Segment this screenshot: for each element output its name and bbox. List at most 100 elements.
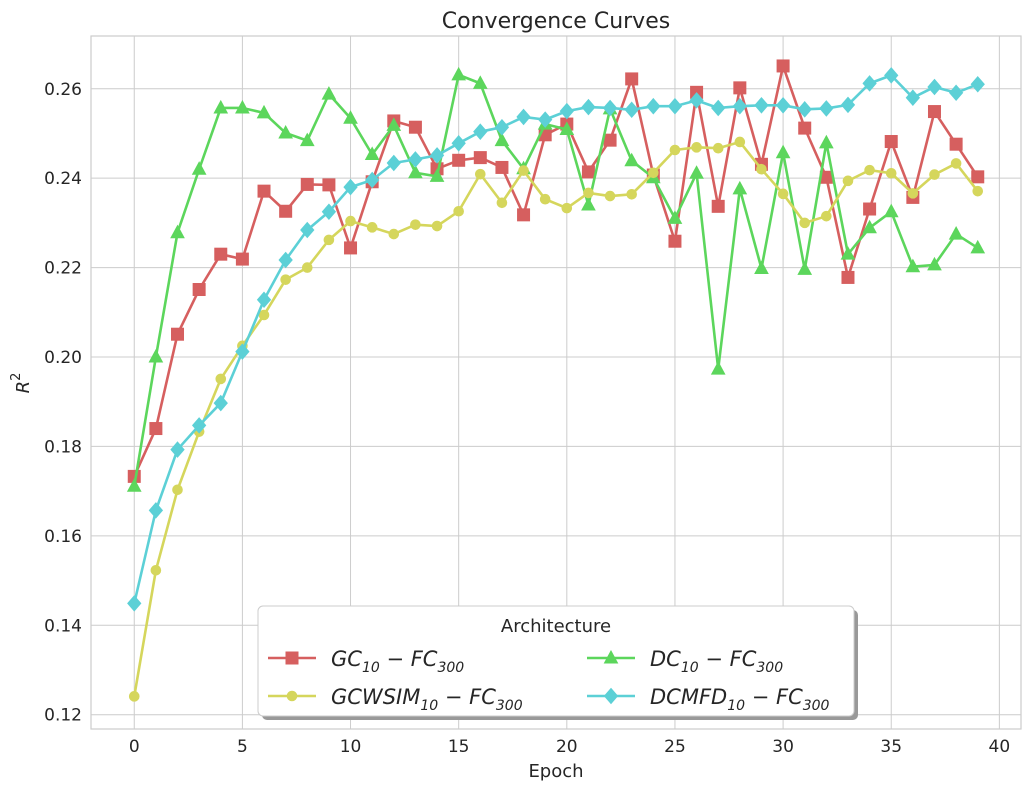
data-point-dcmfd xyxy=(754,97,769,114)
data-point-gc xyxy=(841,270,855,284)
data-point-gc xyxy=(192,283,206,297)
data-point-gcwsim xyxy=(431,220,443,232)
data-point-dcmfd xyxy=(429,147,445,164)
y-tick-label: 0.18 xyxy=(44,437,82,457)
y-tick-label: 0.20 xyxy=(44,348,82,368)
series-dcmfd xyxy=(127,67,985,612)
data-point-gc xyxy=(625,72,639,86)
data-point-dc xyxy=(386,117,402,131)
data-point-gcwsim xyxy=(410,219,421,230)
data-point-gcwsim xyxy=(128,691,140,702)
data-point-dcmfd xyxy=(213,394,228,412)
data-point-gc xyxy=(495,160,509,174)
data-point-gc xyxy=(949,137,963,151)
data-point-gcwsim xyxy=(366,222,378,233)
data-point-dcmfd xyxy=(494,118,510,136)
data-point-dc xyxy=(451,66,467,81)
y-tick-label: 0.16 xyxy=(44,527,82,547)
data-point-dcmfd xyxy=(516,108,531,126)
data-point-gcwsim xyxy=(301,262,313,273)
data-point-gc xyxy=(711,199,725,213)
data-point-dcmfd xyxy=(905,89,921,106)
x-tick-label: 40 xyxy=(989,737,1011,757)
data-point-dc xyxy=(689,165,704,179)
y-tick-label: 0.26 xyxy=(44,80,82,100)
data-point-dc xyxy=(472,75,488,89)
data-point-gcwsim xyxy=(150,564,162,576)
data-point-gc xyxy=(603,133,617,147)
data-point-dcmfd xyxy=(256,291,272,309)
data-point-gcwsim xyxy=(561,202,573,214)
legend-label-gc: GC10 − FC300 xyxy=(331,647,464,676)
legend-item-gcwsim: GCWSIM10 − FC300 xyxy=(268,685,523,714)
x-tick-label: 30 xyxy=(772,737,794,757)
data-point-gc xyxy=(971,170,985,184)
data-point-gc xyxy=(776,59,790,73)
data-point-dc xyxy=(624,152,640,167)
data-point-dc xyxy=(710,361,726,375)
data-point-gcwsim xyxy=(215,373,227,385)
data-point-gc xyxy=(214,247,228,261)
data-point-gcwsim xyxy=(777,188,789,200)
data-point-dcmfd xyxy=(689,92,704,109)
data-point-dc xyxy=(321,86,337,100)
data-point-dc xyxy=(905,258,921,273)
data-point-gcwsim xyxy=(669,144,681,156)
data-point-gcwsim xyxy=(539,193,551,205)
legend-label-dc: DC10 − FC300 xyxy=(650,647,783,676)
series-layer xyxy=(126,59,986,702)
legend-label-part: GCWSIM xyxy=(331,685,420,709)
data-point-dcmfd xyxy=(127,595,142,612)
y-axis-title-base: R xyxy=(13,381,34,394)
plot-frame xyxy=(90,35,1022,730)
data-point-gcwsim xyxy=(323,234,335,246)
legend-label-minus: − xyxy=(699,647,730,671)
data-point-gcwsim xyxy=(691,142,702,153)
data-point-dc xyxy=(429,168,445,182)
data-point-gcwsim xyxy=(864,164,875,176)
data-point-dcmfd xyxy=(819,100,834,117)
legend-item-gc: GC10 − FC300 xyxy=(268,647,464,676)
data-point-gcwsim xyxy=(950,158,962,169)
legend-swatch-marker xyxy=(286,690,298,702)
legend-label-part: 10 xyxy=(727,698,745,714)
data-point-dcmfd xyxy=(538,111,553,128)
data-point-dcmfd xyxy=(559,102,574,120)
data-point-dc xyxy=(364,146,380,160)
legend-label-part: FC xyxy=(730,647,757,671)
data-point-dc xyxy=(819,134,834,149)
data-point-dcmfd xyxy=(732,97,747,115)
data-point-gc xyxy=(473,151,487,165)
data-point-dc xyxy=(775,144,791,159)
data-point-dc xyxy=(235,99,250,114)
x-tick-label: 10 xyxy=(340,737,362,757)
legend-item-dcmfd: DCMFD10 − FC300 xyxy=(587,685,830,714)
data-point-gcwsim xyxy=(258,309,270,321)
data-point-gcwsim xyxy=(518,165,529,176)
data-point-dcmfd xyxy=(624,101,639,119)
data-point-dcmfd xyxy=(646,97,661,115)
data-point-dc xyxy=(148,348,164,363)
data-point-gc xyxy=(149,422,163,436)
x-axis-title: Epoch xyxy=(528,761,583,782)
data-point-dcmfd xyxy=(884,67,899,84)
data-point-dc xyxy=(927,256,942,271)
data-point-gcwsim xyxy=(626,188,637,200)
data-point-gc xyxy=(581,165,595,179)
data-point-dc xyxy=(191,161,207,175)
data-point-dc xyxy=(970,239,986,254)
data-point-gcwsim xyxy=(929,169,940,180)
data-point-gc xyxy=(300,177,314,191)
x-tick-label: 20 xyxy=(556,737,578,757)
y-tick-label: 0.24 xyxy=(44,169,82,189)
data-point-gc xyxy=(279,204,293,218)
data-point-gcwsim xyxy=(907,188,919,199)
legend-label-part: 10 xyxy=(362,660,380,676)
x-tick-label: 5 xyxy=(237,737,248,757)
data-point-dcmfd xyxy=(278,251,293,269)
data-point-dcmfd xyxy=(970,76,985,93)
legend-label-part: 300 xyxy=(496,698,523,714)
y-tick-label: 0.12 xyxy=(44,706,82,726)
data-point-dc xyxy=(559,121,575,135)
